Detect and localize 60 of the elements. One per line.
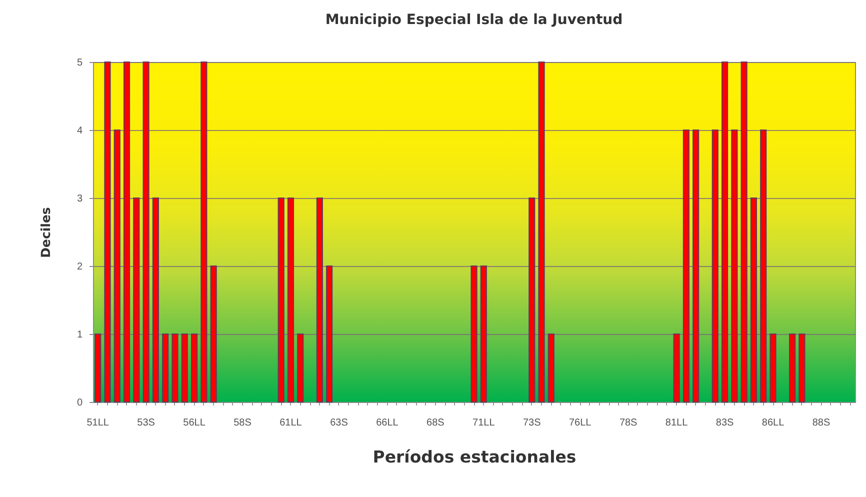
y-axis-title: Deciles [38, 207, 53, 258]
bar [760, 130, 767, 402]
y-tick-label: 3 [76, 194, 83, 204]
y-tick-label: 5 [76, 58, 83, 68]
x-tick-label: 56LL [183, 418, 206, 428]
x-tick-label: 61LL [280, 418, 302, 428]
bar [142, 62, 150, 402]
y-tick-label: 4 [76, 126, 83, 136]
bar [123, 62, 130, 402]
x-tick-label: 68S [426, 418, 445, 428]
bar [104, 62, 111, 402]
bar [133, 198, 140, 402]
x-tick-label: 63S [330, 418, 348, 428]
bar [750, 198, 758, 402]
bar [673, 334, 680, 402]
bar [326, 266, 333, 402]
bar [770, 334, 776, 402]
bar [94, 334, 102, 402]
y-tick-label: 2 [76, 262, 83, 272]
x-tick-label: 71LL [472, 418, 496, 428]
bar [172, 334, 178, 402]
x-tick-label: 53S [137, 418, 156, 428]
x-tick-label: 51LL [86, 418, 110, 428]
bar [798, 334, 806, 402]
x-axis-title: Períodos estacionales [372, 448, 576, 466]
bar [721, 62, 728, 402]
bar [152, 198, 159, 402]
bar [278, 198, 284, 402]
bar [316, 198, 323, 402]
x-tick-label: 86LL [762, 418, 785, 428]
bar [548, 334, 554, 402]
bar [789, 334, 796, 402]
bar [297, 334, 304, 402]
x-tick-label: 88S [812, 418, 830, 428]
bar [480, 266, 487, 402]
bar [190, 334, 198, 402]
bar [210, 266, 217, 402]
bar [682, 130, 690, 402]
bar [712, 130, 718, 402]
y-tick-label: 0 [76, 398, 83, 408]
x-tick-label: 66LL [376, 418, 399, 428]
bar [470, 266, 478, 402]
bar [200, 62, 208, 402]
x-tick-label: 76LL [568, 418, 592, 428]
chart-title: Municipio Especial Isla de la Juventud [325, 12, 623, 28]
x-tick-label: 78S [619, 418, 638, 428]
bar [181, 334, 188, 402]
bar [692, 130, 700, 402]
bar [740, 62, 748, 402]
bar [114, 130, 120, 402]
x-tick-label: 58S [234, 418, 252, 428]
bar [162, 334, 169, 402]
x-tick-label: 73S [522, 418, 542, 428]
x-tick-label: 81LL [665, 418, 688, 428]
bar [287, 198, 294, 402]
y-tick-label: 1 [76, 330, 83, 340]
bar [528, 198, 536, 402]
bar [731, 130, 738, 402]
bar [538, 62, 545, 402]
x-tick-label: 83S [716, 418, 734, 428]
